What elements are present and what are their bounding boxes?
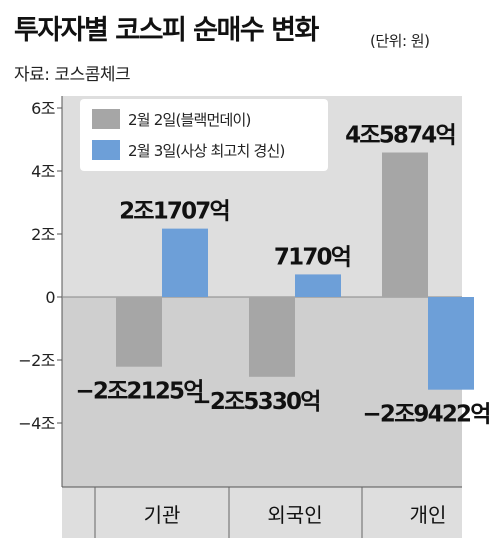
bar-2-1	[162, 228, 208, 297]
chart-title: 투자자별 코스피 순매수 변화	[14, 15, 319, 46]
y-tick-label: 2조	[31, 225, 55, 244]
data-label: 2조1707억	[119, 199, 229, 225]
legend-swatch	[92, 109, 120, 129]
legend-box	[80, 99, 328, 171]
x-tick-label: 기관	[144, 503, 181, 527]
data-label: −2조9422억	[362, 402, 489, 428]
bar-2-3	[428, 297, 474, 390]
x-tick-label: 외국인	[267, 503, 322, 527]
bar-1-2	[249, 297, 295, 377]
source-label: 자료: 코스콤체크	[14, 65, 131, 85]
bar-1-3	[382, 152, 428, 297]
data-label: 4조5874억	[345, 122, 455, 148]
y-tick-label: 6조	[31, 99, 55, 118]
legend-swatch	[92, 140, 120, 160]
data-label: −2조2125억	[75, 379, 202, 405]
y-tick-label: −2조	[18, 351, 55, 370]
bar-1-1	[116, 297, 162, 367]
data-label: −2조5330억	[192, 389, 319, 415]
y-tick-label: 0	[45, 288, 55, 307]
y-tick-label: 4조	[31, 162, 55, 181]
legend-label: 2월 2일(블랙먼데이)	[128, 111, 251, 129]
bar-2-2	[295, 274, 341, 297]
unit-label: (단위: 원)	[370, 32, 430, 50]
y-tick-label: −4조	[18, 414, 55, 433]
data-label: 7170억	[274, 244, 350, 270]
x-tick-label: 개인	[410, 503, 447, 527]
legend-label: 2월 3일(사상 최고치 경신)	[128, 142, 285, 160]
